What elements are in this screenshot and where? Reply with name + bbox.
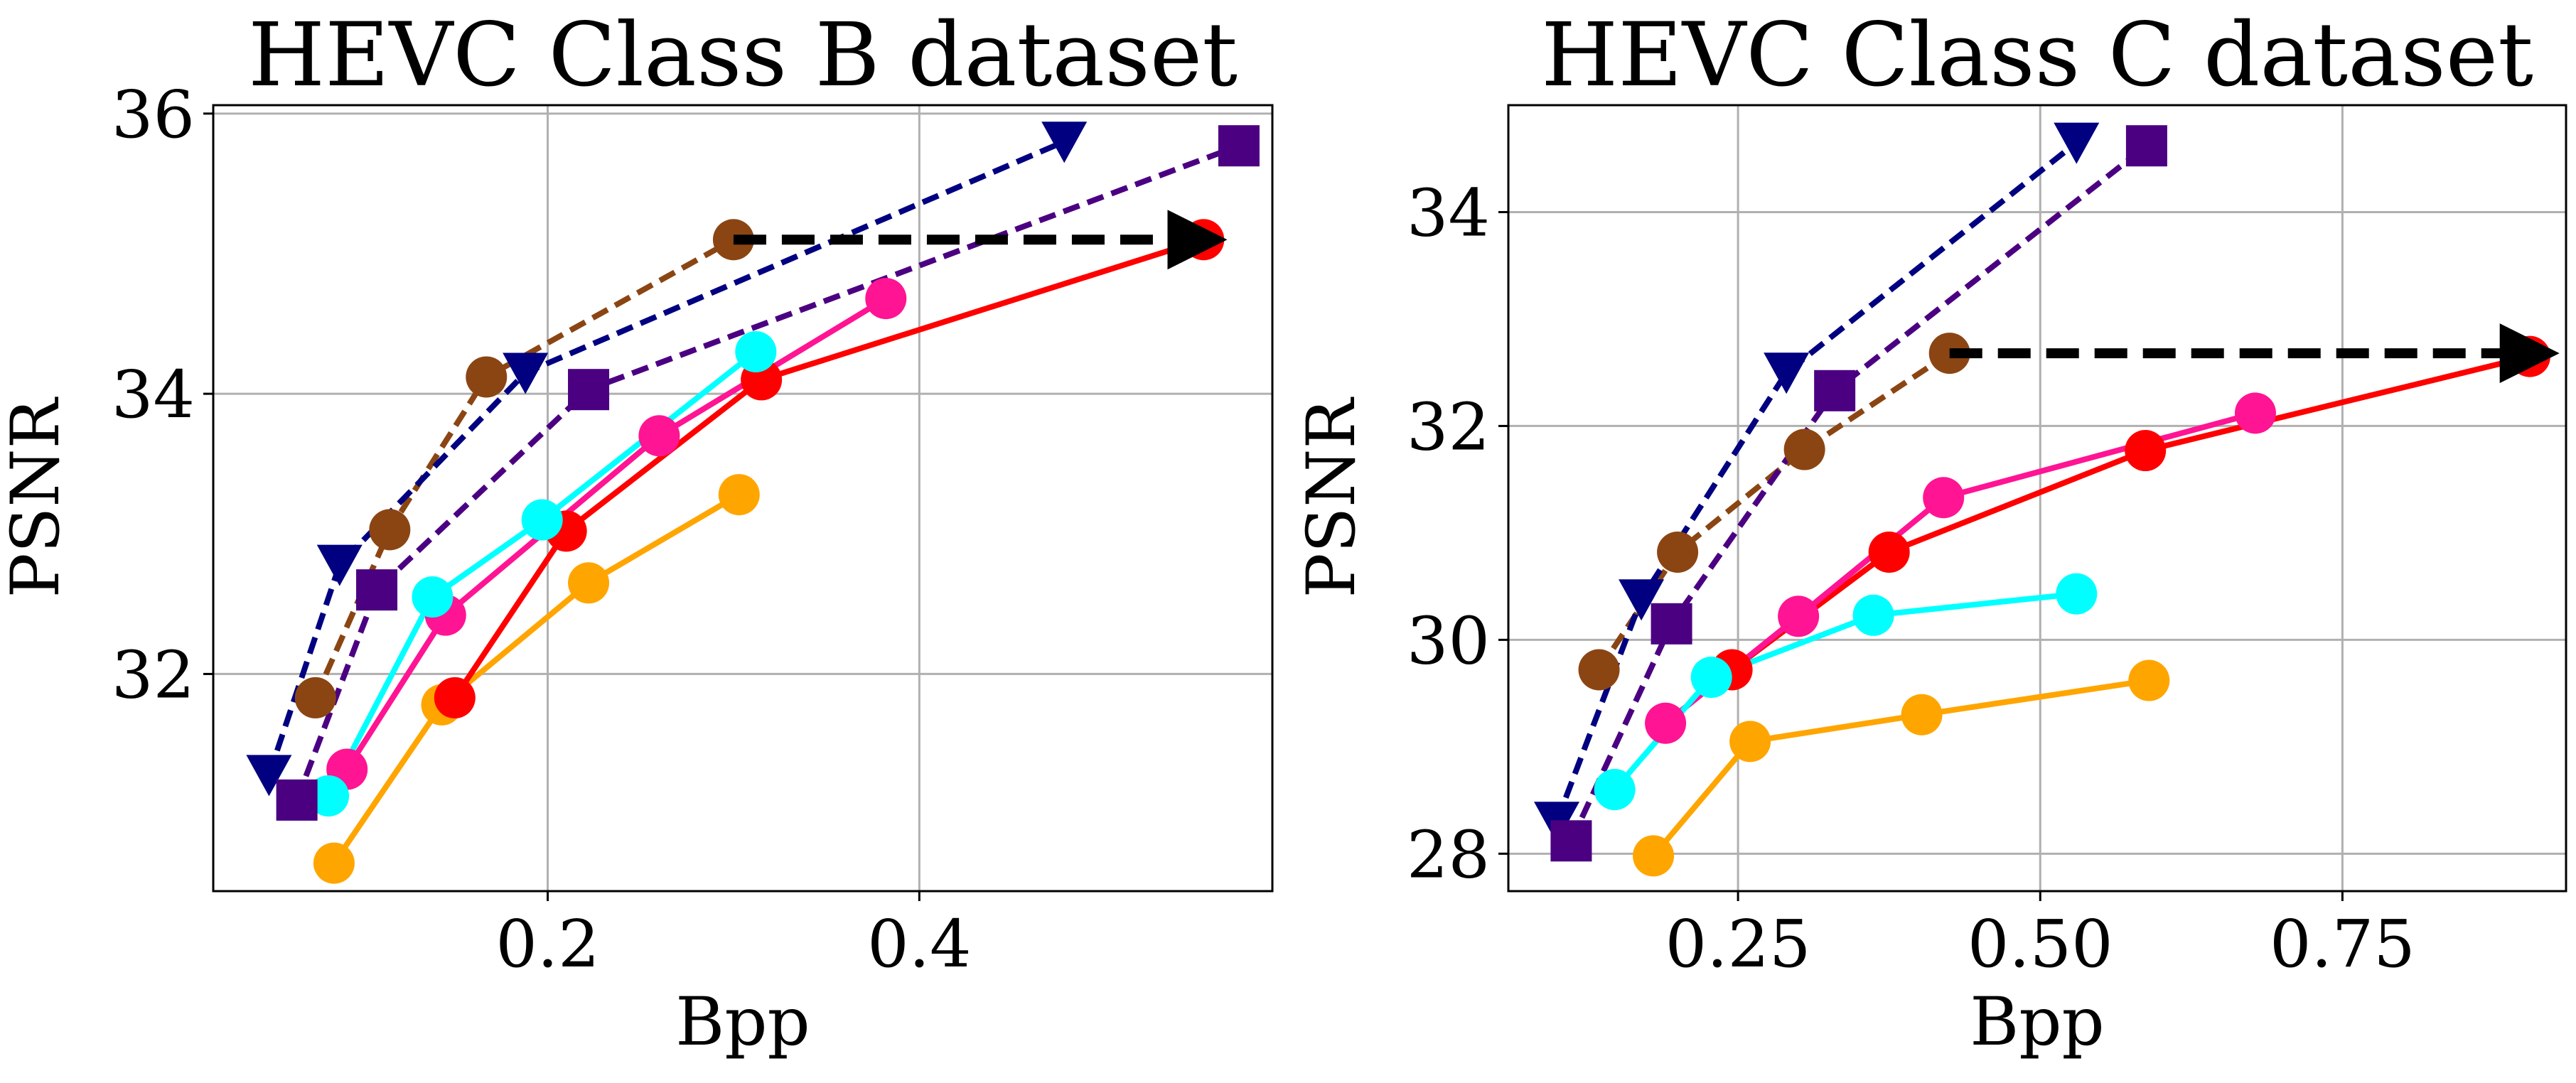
y-axis-label: PSNR [1293, 396, 1370, 598]
data-point-indigo [1651, 603, 1692, 645]
chart-panel-2: 0.25 0.50 0.75 28 30 32 34 HEVC Class C dataset… [1293, 4, 2567, 1061]
data-point-cyan [2056, 573, 2098, 615]
plot-frame [212, 104, 1274, 893]
y-tick-label: 32 [1407, 389, 1490, 465]
data-point-deeppink [638, 415, 680, 457]
data-point-cyan [735, 330, 777, 372]
x-tick-label: 0.75 [2270, 906, 2415, 982]
plot-frame [1507, 104, 2567, 893]
data-point-brown [369, 509, 411, 551]
data-point-orange [1901, 694, 1943, 736]
data-point-orange [2128, 659, 2170, 701]
series-line-brown [1596, 350, 1951, 672]
data-point-indigo [1218, 125, 1260, 167]
y-tick-label: 34 [112, 357, 195, 433]
data-point-red [434, 677, 476, 718]
data-point-orange [1633, 835, 1675, 877]
series-line-orange [331, 492, 741, 865]
x-tick-label: 0.25 [1665, 906, 1811, 982]
series-line-orange [1651, 677, 2150, 858]
x-tick-label: 0.4 [867, 906, 971, 982]
data-point-deeppink [1645, 702, 1687, 744]
data-point-red [2125, 430, 2167, 472]
y-tick-label: 28 [1407, 817, 1490, 893]
data-point-red [1183, 219, 1225, 261]
series-line-navy [1554, 140, 2078, 823]
data-point-navy [316, 544, 363, 586]
x-axis-label: Bpp [1970, 984, 2104, 1061]
data-point-cyan [521, 499, 563, 541]
series-line-indigo [294, 143, 1240, 802]
data-point-navy [2054, 122, 2100, 164]
x-tick-label: 0.50 [1968, 906, 2113, 982]
data-point-brown [1578, 649, 1620, 691]
data-point-deeppink [865, 278, 907, 320]
data-point-brown [1657, 531, 1699, 573]
data-point-orange [568, 562, 610, 604]
plot-area [1534, 122, 2550, 877]
data-point-indigo [1550, 820, 1592, 862]
data-point-red [2508, 335, 2550, 377]
data-point-cyan [1594, 769, 1636, 811]
y-tick-label: 34 [1407, 175, 1490, 251]
y-tick-label: 30 [1407, 603, 1490, 679]
data-point-indigo [356, 569, 398, 611]
x-axis-label: Bpp [675, 984, 810, 1061]
chart-title: HEVC Class C dataset [1541, 4, 2533, 107]
data-point-red [1868, 531, 1910, 573]
data-point-indigo [1814, 370, 1856, 411]
series-line-red [452, 237, 1205, 700]
data-point-navy [1041, 122, 1088, 163]
data-point-deeppink [1923, 477, 1965, 519]
chart-title: HEVC Class B dataset [248, 4, 1238, 107]
data-point-cyan [1852, 594, 1894, 636]
data-point-navy [1619, 579, 1665, 621]
data-point-navy [1764, 352, 1810, 394]
x-tick-label: 0.2 [495, 906, 599, 982]
data-point-indigo [2125, 125, 2167, 167]
data-point-cyan [1690, 657, 1732, 699]
data-point-deeppink [1778, 596, 1820, 637]
series-line-navy [266, 139, 1066, 776]
plot-area [246, 122, 1260, 884]
data-point-indigo [568, 369, 610, 411]
data-point-cyan [412, 576, 454, 618]
chart-panel-1: 0.2 0.4 32 34 36 HEVC Class B dataset Bpp PSNR [0, 4, 1274, 1061]
data-point-navy [503, 352, 549, 394]
series-line-brown [313, 237, 735, 699]
data-point-indigo [276, 779, 318, 821]
data-point-orange [718, 474, 760, 516]
data-point-brown [294, 677, 336, 718]
data-point-orange [313, 842, 355, 884]
data-point-brown [466, 356, 508, 398]
data-point-deeppink [2234, 392, 2276, 434]
y-axis-label: PSNR [0, 396, 75, 598]
y-tick-label: 36 [112, 77, 195, 153]
data-point-navy [246, 755, 292, 797]
data-point-cyan [308, 775, 350, 817]
series-line-indigo [1568, 144, 2149, 842]
data-point-brown [1783, 429, 1825, 470]
y-tick-label: 32 [112, 637, 195, 713]
data-point-orange [1729, 721, 1771, 763]
